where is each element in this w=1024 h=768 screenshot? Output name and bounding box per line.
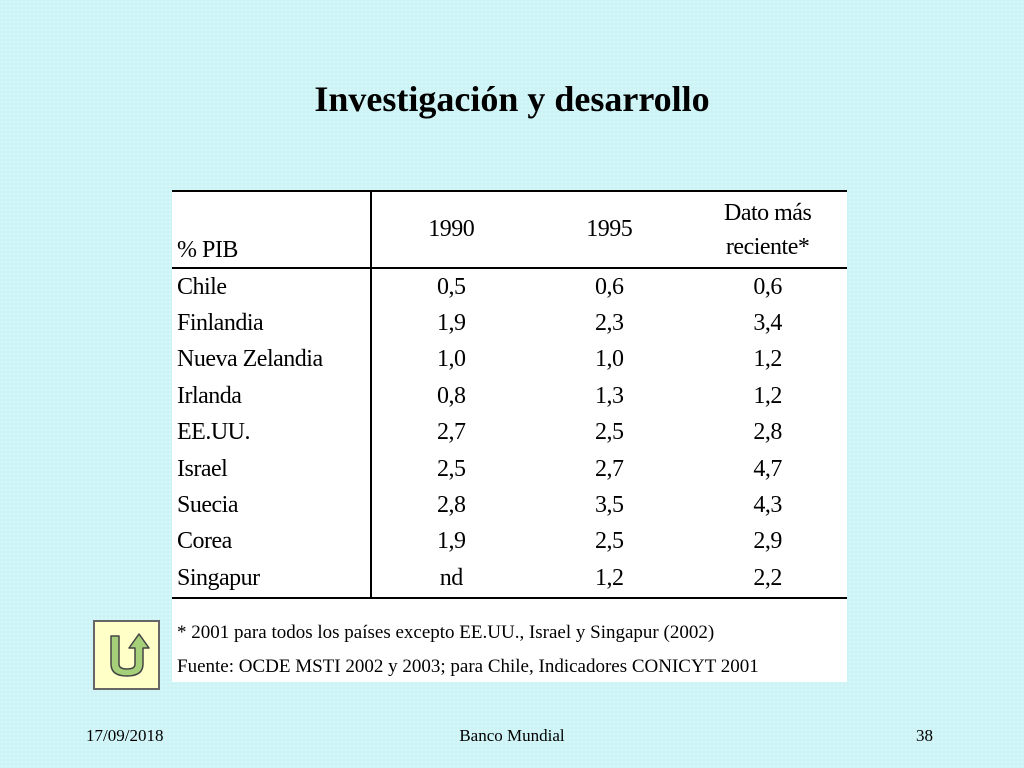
value-recent: 2,9 [753,528,782,555]
country-cell: Chile [172,268,373,306]
value-1995: 2,5 [595,419,624,446]
header-label: % PIB [172,190,373,269]
value-1995: 1,2 [530,560,689,599]
country-cell: Nueva Zelandia [172,341,373,379]
value-1990: 2,5 [436,455,466,482]
footer-organization: Banco Mundial [459,726,565,745]
value-1990: 0,8 [436,382,466,409]
value-1990: 1,9 [436,528,466,555]
value-recent: 4,7 [753,455,782,482]
value-1995: 0,6 [595,273,624,300]
back-button[interactable] [93,620,160,690]
value-recent: 1,2 [753,382,782,409]
rd-table: % PIB 1990 1995 Dato más reciente* Chile… [172,190,847,599]
u-turn-back-icon [110,633,150,677]
value-1990: 2,7 [436,419,466,446]
country-cell: Corea [172,523,373,561]
footer-page-number: 38 [916,726,933,745]
table-source: Fuente: OCDE MSTI 2002 y 2003; para Chil… [177,656,759,677]
header-1995: 1995 [530,190,689,269]
header-recent-line1: Dato más [723,199,812,226]
value-1995: 1,0 [595,346,624,373]
country-cell: EE.UU. [172,414,373,451]
value-1990: 2,8 [436,492,466,519]
header-1990: 1990 [371,190,531,269]
value-1995: 2,7 [595,455,624,482]
value-1995: 3,5 [595,492,624,519]
value-recent: 2,2 [688,560,847,599]
country-cell: Suecia [172,487,373,524]
value-recent: 1,2 [753,346,782,373]
table-row: Corea 1,9 2,5 2,9 [172,523,847,561]
country-cell: Irlanda [172,378,373,415]
table-header-row: % PIB 1990 1995 Dato más reciente* [172,190,847,269]
value-1995: 1,3 [595,382,624,409]
data-table-panel: % PIB 1990 1995 Dato más reciente* Chile… [172,190,847,682]
country-cell: Finlandia [172,305,373,342]
table-body: Chile 0,5 0,6 0,6 Finlandia 1,9 2,3 3,4 … [172,268,847,599]
value-1995: 2,5 [595,528,624,555]
table-footnote: * 2001 para todos los países excepto EE.… [177,622,715,643]
table-row: Israel 2,5 2,7 4,7 [172,450,847,488]
table-row: Irlanda 0,8 1,3 1,2 [172,378,847,415]
table-row: Nueva Zelandia 1,0 1,0 1,2 [172,341,847,379]
country-cell: Singapur [172,560,373,599]
country-cell: Israel [172,450,373,488]
value-1990: 0,5 [436,273,466,300]
value-1990: 1,9 [436,310,466,337]
value-recent: 3,4 [753,310,782,337]
slide-title: Investigación y desarrollo [314,79,710,119]
value-1995: 2,3 [595,310,624,337]
value-recent: 0,6 [753,273,782,300]
value-1990: nd [371,560,531,599]
value-recent: 2,8 [753,419,782,446]
table-row: EE.UU. 2,7 2,5 2,8 [172,414,847,451]
table-row: Finlandia 1,9 2,3 3,4 [172,305,847,342]
table-row: Singapur nd 1,2 2,2 [172,560,847,599]
table-row: Chile 0,5 0,6 0,6 [172,268,847,306]
value-recent: 4,3 [753,492,782,519]
table-row: Suecia 2,8 3,5 4,3 [172,487,847,524]
footer-date: 17/09/2018 [86,726,164,745]
header-recent: Dato más reciente* [688,190,847,269]
header-recent-line2: reciente* [725,233,810,260]
value-1990: 1,0 [436,346,466,373]
